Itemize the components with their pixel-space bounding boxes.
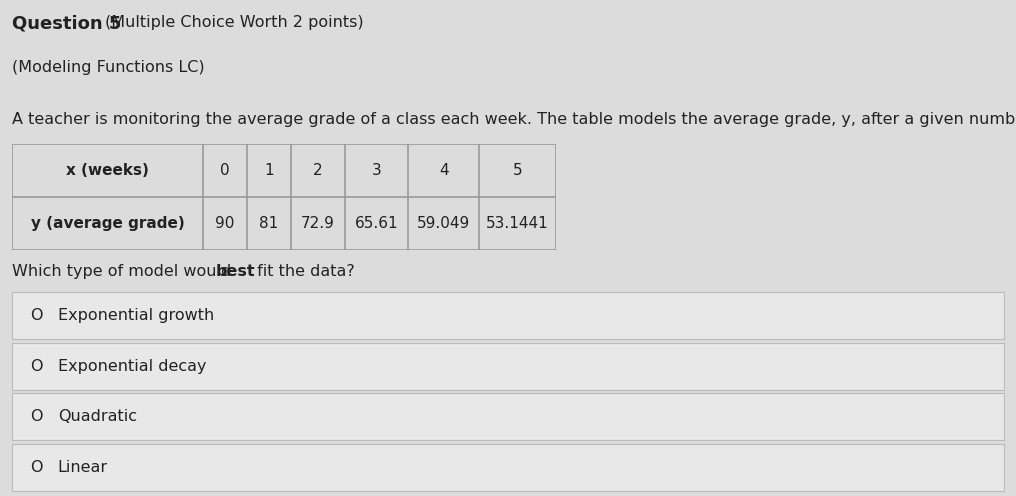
Text: O: O [30,308,43,323]
Text: 65.61: 65.61 [355,216,398,231]
Text: Question 5: Question 5 [12,15,122,33]
Text: (Multiple Choice Worth 2 points): (Multiple Choice Worth 2 points) [105,15,364,30]
Text: O: O [30,460,43,475]
Text: Which type of model would: Which type of model would [12,264,237,279]
Text: 90: 90 [215,216,235,231]
Text: 72.9: 72.9 [301,216,334,231]
Text: Quadratic: Quadratic [58,409,137,425]
Text: 59.049: 59.049 [418,216,470,231]
Text: 1: 1 [264,163,273,178]
Text: 81: 81 [259,216,278,231]
Text: O: O [30,409,43,425]
Text: O: O [30,359,43,374]
Text: best: best [215,264,255,279]
Text: 53.1441: 53.1441 [487,216,549,231]
Text: 2: 2 [313,163,323,178]
Text: 4: 4 [439,163,449,178]
Text: (Modeling Functions LC): (Modeling Functions LC) [12,60,205,74]
Text: A teacher is monitoring the average grade of a class each week. The table models: A teacher is monitoring the average grad… [12,112,1016,126]
Text: 3: 3 [372,163,382,178]
Text: 5: 5 [513,163,522,178]
Text: 0: 0 [220,163,230,178]
Text: x (weeks): x (weeks) [66,163,149,178]
Text: fit the data?: fit the data? [252,264,355,279]
Text: Exponential growth: Exponential growth [58,308,214,323]
Text: y (average grade): y (average grade) [30,216,185,231]
Text: Exponential decay: Exponential decay [58,359,206,374]
Text: Linear: Linear [58,460,108,475]
